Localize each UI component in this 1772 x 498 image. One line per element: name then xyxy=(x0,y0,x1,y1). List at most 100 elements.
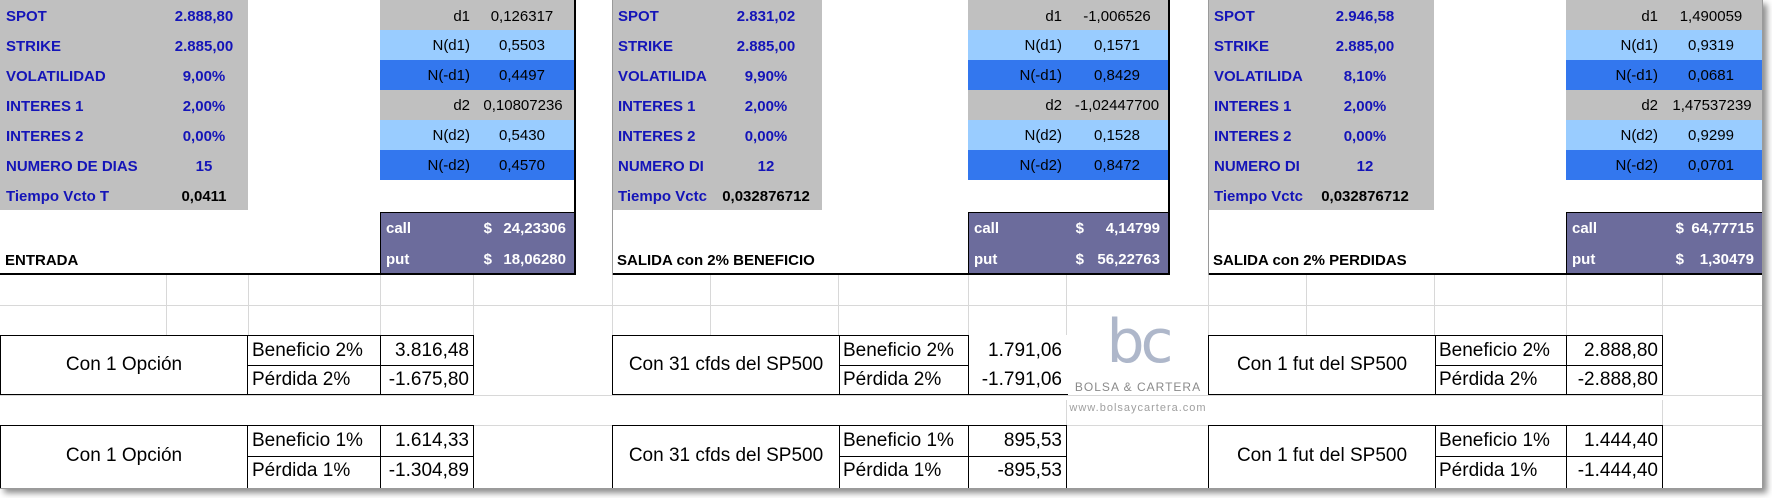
benefit-value[interactable]: 3.816,48 xyxy=(395,340,469,361)
benefit-value[interactable]: 1.444,40 xyxy=(1584,430,1658,451)
d1-value[interactable]: -1,006526 xyxy=(1083,8,1151,25)
nmd1-label: N(-d1) xyxy=(1019,67,1062,84)
block-divider xyxy=(1168,0,1170,275)
nmd2-label: N(-d2) xyxy=(427,157,470,174)
nd2-value[interactable]: 0,5430 xyxy=(499,127,545,144)
put-currency: $ xyxy=(1675,251,1684,268)
d1-row xyxy=(1566,0,1762,30)
loss-value[interactable]: -1.675,80 xyxy=(388,369,469,390)
interest1-label: INTERES 1 xyxy=(6,98,84,115)
call-put-background xyxy=(1566,213,1762,274)
nmd2-value[interactable]: 0,0701 xyxy=(1688,157,1734,174)
call-value[interactable]: 4,14799 xyxy=(1105,220,1160,237)
benefit-value[interactable]: 1.791,06 xyxy=(988,340,1062,361)
volatility-label: VOLATILIDAD xyxy=(6,68,106,85)
nmd1-value[interactable]: 0,0681 xyxy=(1688,67,1734,84)
interest2-value[interactable]: 0,00% xyxy=(1343,128,1387,145)
d1-value[interactable]: 0,126317 xyxy=(490,8,554,25)
nmd2-row xyxy=(968,150,1168,180)
watermark-logo: bc xyxy=(1106,312,1173,377)
nmd1-value[interactable]: 0,8429 xyxy=(1094,67,1140,84)
loss-value[interactable]: -1.444,40 xyxy=(1577,460,1658,481)
benefit-label: Beneficio 1% xyxy=(252,430,363,451)
nd2-label: N(d2) xyxy=(1620,127,1658,144)
loss-value[interactable]: -1.304,89 xyxy=(388,460,469,481)
put-value[interactable]: 18,06280 xyxy=(503,251,566,268)
put-value[interactable]: 56,22763 xyxy=(1097,251,1160,268)
spot-label: SPOT xyxy=(1214,8,1255,25)
call-value[interactable]: 24,23306 xyxy=(503,220,566,237)
nd1-value[interactable]: 0,5503 xyxy=(499,37,545,54)
loss-value[interactable]: -895,53 xyxy=(997,460,1062,481)
loss-value[interactable]: -2.888,80 xyxy=(1577,369,1658,390)
nmd2-value[interactable]: 0,4570 xyxy=(499,157,545,174)
nmd1-row xyxy=(380,60,574,90)
nmd2-value[interactable]: 0,8472 xyxy=(1094,157,1140,174)
benefit-value[interactable]: 2.888,80 xyxy=(1584,340,1658,361)
spot-value[interactable]: 2.831,02 xyxy=(736,8,796,25)
volatility-value[interactable]: 9,00% xyxy=(182,68,226,85)
call-value[interactable]: 64,77715 xyxy=(1691,220,1754,237)
nd1-row xyxy=(380,30,574,60)
volatility-value[interactable]: 8,10% xyxy=(1343,68,1387,85)
spot-label: SPOT xyxy=(6,8,47,25)
result-value-cell xyxy=(1566,365,1663,395)
spot-value[interactable]: 2.888,80 xyxy=(174,8,234,25)
put-label: put xyxy=(1572,251,1596,268)
nmd1-row xyxy=(968,60,1168,90)
d1-value[interactable]: 1,490059 xyxy=(1679,8,1743,25)
interest2-value[interactable]: 0,00% xyxy=(182,128,226,145)
d2-value[interactable]: 0,10807236 xyxy=(483,97,563,114)
days-value[interactable]: 12 xyxy=(757,158,775,175)
nd2-value[interactable]: 0,9299 xyxy=(1688,127,1734,144)
benefit-value[interactable]: 1.614,33 xyxy=(395,430,469,451)
nd1-row xyxy=(968,30,1168,60)
spot-value[interactable]: 2.946,58 xyxy=(1335,8,1395,25)
benefit-label: Beneficio 1% xyxy=(843,430,954,451)
d1-label: d1 xyxy=(1045,8,1062,25)
benefit-value[interactable]: 895,53 xyxy=(1003,430,1062,451)
nmd2-row xyxy=(1566,150,1762,180)
strike-value[interactable]: 2.885,00 xyxy=(174,38,234,55)
days-value[interactable]: 15 xyxy=(195,158,213,175)
interest1-value[interactable]: 2,00% xyxy=(182,98,226,115)
days-label: NUMERO DE DIAS xyxy=(6,158,138,175)
time-label: Tiempo Vcto T xyxy=(6,188,110,205)
d2-value[interactable]: -1,02447700 xyxy=(1074,97,1160,114)
loss-label: Pérdida 1% xyxy=(252,460,351,481)
time-value[interactable]: 0,032876712 xyxy=(722,188,810,205)
benefit-label: Beneficio 2% xyxy=(252,340,363,361)
benefit-label: Beneficio 2% xyxy=(843,340,954,361)
d2-label: d2 xyxy=(1045,97,1062,114)
nmd1-value[interactable]: 0,4497 xyxy=(499,67,545,84)
strike-value[interactable]: 2.885,00 xyxy=(1335,38,1395,55)
nd2-label: N(d2) xyxy=(432,127,470,144)
nd1-label: N(d1) xyxy=(432,37,470,54)
spot-label: SPOT xyxy=(618,8,659,25)
nd2-value[interactable]: 0,1528 xyxy=(1094,127,1140,144)
interest2-value[interactable]: 0,00% xyxy=(744,128,788,145)
nmd1-row xyxy=(1566,60,1762,90)
strike-value[interactable]: 2.885,00 xyxy=(736,38,796,55)
nd1-value[interactable]: 0,9319 xyxy=(1688,37,1734,54)
volatility-value[interactable]: 9,90% xyxy=(744,68,788,85)
interest1-value[interactable]: 2,00% xyxy=(744,98,788,115)
call-currency: $ xyxy=(483,220,492,237)
put-value[interactable]: 1,30479 xyxy=(1699,251,1754,268)
result-title: Con 31 cfds del SP500 xyxy=(628,354,824,375)
loss-value[interactable]: -1.791,06 xyxy=(981,369,1062,390)
interest2-label: INTERES 2 xyxy=(1214,128,1292,145)
time-value[interactable]: 0,0411 xyxy=(181,188,227,205)
nd1-value[interactable]: 0,1571 xyxy=(1094,37,1140,54)
nmd2-row xyxy=(380,150,574,180)
result-title: Con 1 Opción xyxy=(65,354,183,375)
nmd1-label: N(-d1) xyxy=(1615,67,1658,84)
time-value[interactable]: 0,032876712 xyxy=(1321,188,1409,205)
d2-value[interactable]: 1,47537239 xyxy=(1672,97,1752,114)
interest1-value[interactable]: 2,00% xyxy=(1343,98,1387,115)
days-value[interactable]: 12 xyxy=(1356,158,1374,175)
result-title: Con 1 Opción xyxy=(65,445,183,466)
call-label: call xyxy=(1572,220,1598,237)
nmd2-label: N(-d2) xyxy=(1019,157,1062,174)
d2-row xyxy=(968,90,1168,120)
